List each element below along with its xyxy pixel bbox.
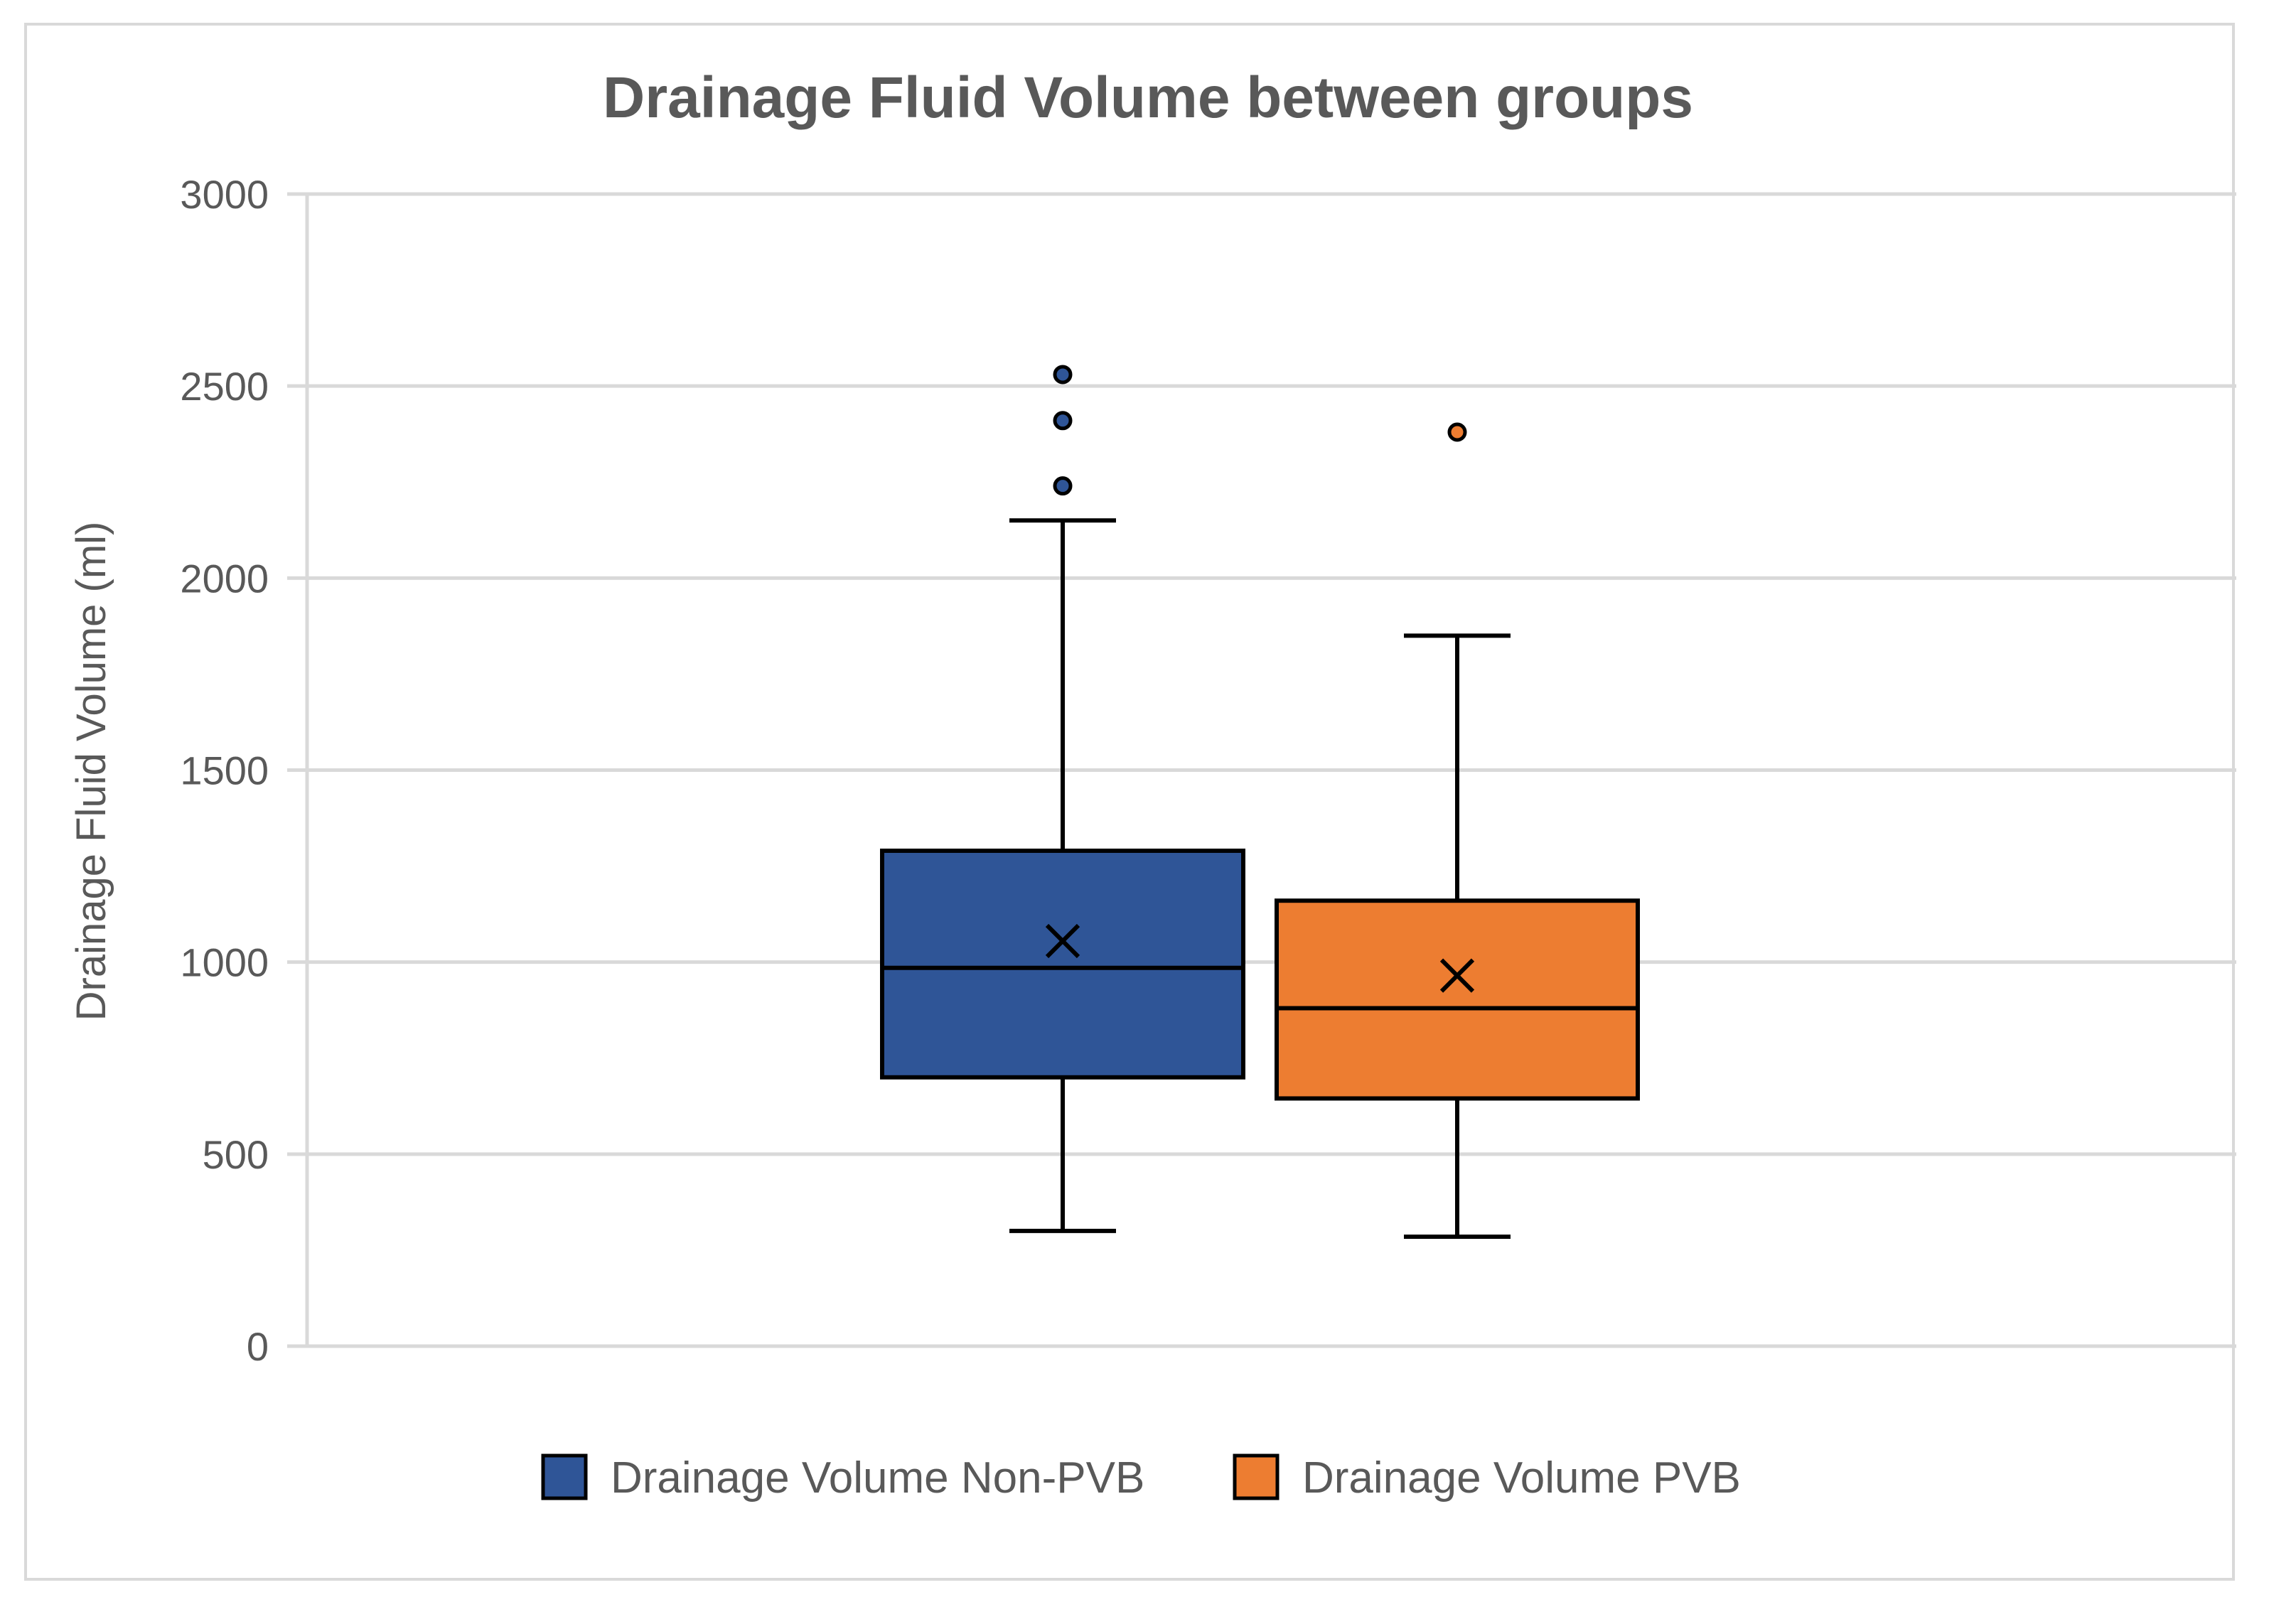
outlier-point bbox=[1053, 476, 1073, 496]
iqr-box bbox=[880, 848, 1245, 1080]
chart-frame bbox=[24, 23, 2235, 1581]
y-tick-label: 500 bbox=[203, 1132, 269, 1177]
y-tick-label: 3000 bbox=[180, 172, 269, 217]
mean-marker bbox=[1045, 923, 1080, 959]
outlier-point bbox=[1053, 411, 1073, 431]
outlier-point bbox=[1053, 365, 1073, 385]
y-tick-label: 2500 bbox=[180, 364, 269, 409]
legend-label: Drainage Volume PVB bbox=[1302, 1453, 1741, 1503]
legend-item: Drainage Volume Non-PVB bbox=[541, 1453, 1144, 1503]
y-tick-label: 2000 bbox=[180, 556, 269, 601]
legend: Drainage Volume Non-PVB Drainage Volume P… bbox=[541, 1453, 1741, 1503]
mean-marker bbox=[1439, 958, 1475, 993]
legend-label: Drainage Volume Non-PVB bbox=[611, 1453, 1144, 1503]
y-tick-label: 0 bbox=[247, 1324, 269, 1369]
legend-swatch bbox=[1233, 1453, 1280, 1500]
gridlines bbox=[287, 192, 2236, 1348]
box-group bbox=[880, 365, 1245, 1233]
box-group bbox=[1275, 422, 1640, 1240]
y-tick-label: 1000 bbox=[180, 940, 269, 985]
y-tick-label: 1500 bbox=[180, 748, 269, 793]
outlier-point bbox=[1447, 422, 1467, 442]
legend-swatch bbox=[541, 1453, 588, 1500]
legend-item: Drainage Volume PVB bbox=[1233, 1453, 1741, 1503]
y-axis-ticks: 0 500 1000 1500 2000 2500 3000 bbox=[180, 172, 269, 1369]
iqr-box bbox=[1275, 898, 1640, 1101]
chart-title: Drainage Fluid Volume between groups bbox=[603, 65, 1693, 130]
y-axis-title: Drainage Fluid Volume (ml) bbox=[68, 522, 114, 1021]
boxes bbox=[880, 365, 1640, 1240]
